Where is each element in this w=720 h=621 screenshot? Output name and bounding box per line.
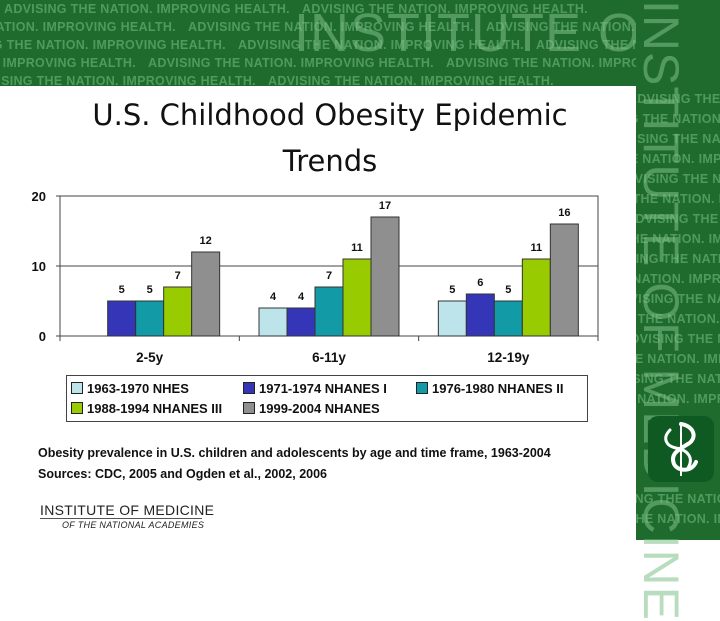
bar bbox=[258, 307, 288, 337]
y-tick-label: 20 bbox=[32, 189, 46, 204]
data-label: 6 bbox=[477, 277, 483, 289]
motto-text: ADVISING THE NATION. IMPROVING HEALTH. bbox=[302, 2, 588, 16]
legend-item: 1976-1980 NHANES II bbox=[416, 381, 564, 396]
x-tick-label: 2-5y bbox=[136, 350, 164, 365]
slide-title-line1: U.S. Childhood Obesity Epidemic bbox=[92, 98, 568, 132]
motto-text: ADVISING THE NATION. IMPROVING HEALTH. bbox=[636, 212, 720, 226]
data-label: 11 bbox=[531, 242, 543, 254]
motto-text: ADVISING THE NATION. IMPROVING HEALTH. bbox=[0, 56, 136, 70]
motto-text: ADVISING THE NATION. IMPROVING HEALTH. bbox=[148, 56, 434, 70]
legend-label: 1999-2004 NHANES bbox=[259, 401, 380, 416]
motto-text: ADVISING THE NATION. IMPROVING HEALTH. bbox=[0, 20, 176, 34]
legend-swatch-icon bbox=[71, 382, 83, 394]
data-label: 7 bbox=[326, 270, 332, 282]
data-label: 5 bbox=[147, 284, 153, 296]
bar bbox=[163, 286, 193, 337]
iom-logo-icon bbox=[648, 416, 714, 482]
motto-text: ADVISING THE NATION. IMPROVING HEALTH. bbox=[636, 152, 720, 166]
motto-text: ADVISING THE NATION. IMPROVING HEALTH. bbox=[636, 172, 720, 186]
legend-label: 1988-1994 NHANES III bbox=[87, 401, 223, 416]
legend-label: 1976-1980 NHANES II bbox=[432, 381, 564, 396]
legend-swatch-icon bbox=[243, 402, 255, 414]
motto-text: ADVISING THE NATION. IMPROVING HEALTH. bbox=[636, 312, 720, 326]
legend-swatch-icon bbox=[416, 382, 428, 394]
slide-title: U.S. Childhood Obesity Epidemic Trends bbox=[60, 92, 600, 184]
data-label: 5 bbox=[505, 284, 511, 296]
data-label: 17 bbox=[379, 200, 391, 212]
legend-item: 1971-1974 NHANES I bbox=[243, 381, 387, 396]
motto-text: ADVISING THE NATION. IMPROVING HEALTH. bbox=[636, 392, 720, 406]
footer-divider bbox=[40, 518, 202, 519]
legend-item: 1988-1994 NHANES III bbox=[71, 401, 222, 416]
bar bbox=[191, 251, 221, 337]
bar bbox=[465, 293, 495, 337]
footer-org-subtitle: OF THE NATIONAL ACADEMIES bbox=[62, 520, 205, 530]
motto-text: ADVISING THE NATION. IMPROVING HEALTH. bbox=[636, 192, 720, 206]
legend-item: 1999-2004 NHANES bbox=[243, 401, 380, 416]
bar bbox=[107, 300, 137, 337]
motto-text: ADVISING THE NATION. IMPROVING HEALTH. bbox=[4, 2, 290, 16]
header-band: ADVISING THE NATION. IMPROVING HEALTH. A… bbox=[0, 0, 720, 86]
data-label: 16 bbox=[558, 207, 570, 219]
motto-text: ADVISING THE NATION. IMPROVING HEALTH. bbox=[636, 512, 720, 526]
legend-swatch-icon bbox=[71, 402, 83, 414]
caption-description: Obesity prevalence in U.S. children and … bbox=[38, 446, 551, 460]
legend-label: 1971-1974 NHANES I bbox=[259, 381, 387, 396]
motto-text: ADVISING THE NATION. IMPROVING HEALTH. bbox=[0, 74, 256, 86]
motto-text: ADVISING THE NATION. IMPROVING HEALTH. bbox=[0, 38, 226, 52]
bar-chart: 0 10 20 5 5 7 12 2-5y 4 4 7 11 17 6-11y 5 6 5 11 16 12-19y bbox=[32, 189, 599, 365]
footer-org-name: INSTITUTE OF MEDICINE bbox=[40, 502, 215, 518]
motto-text: ADVISING THE NATION. IMPROVING HEALTH. bbox=[636, 272, 720, 286]
y-tick-label: 0 bbox=[39, 329, 46, 344]
data-label: 12 bbox=[200, 235, 212, 247]
chart-legend: 1963-1970 NHES 1971-1974 NHANES I 1976-1… bbox=[66, 375, 588, 422]
data-label: 5 bbox=[449, 284, 455, 296]
data-label: 4 bbox=[270, 291, 277, 303]
bar bbox=[135, 300, 165, 337]
data-label: 4 bbox=[298, 291, 305, 303]
motto-text: ADVISING THE NATION. IMPROVING HEALTH. bbox=[636, 232, 720, 246]
motto-text: ADVISING THE NATION. IMPROVING HEALTH. bbox=[636, 112, 720, 126]
org-watermark-vertical: INSTITUTE OF MEDICINE bbox=[633, 0, 689, 621]
x-tick-label: 12-19y bbox=[487, 350, 530, 365]
motto-text: ADVISING THE NATION. IMPROVING HEALTH. bbox=[238, 38, 524, 52]
motto-text: ADVISING THE NATION. IMPROVING HEALTH. bbox=[636, 492, 720, 506]
motto-text: ADVISING THE NATION. IMPROVING HEALTH. bbox=[636, 252, 720, 266]
motto-text: ADVISING THE NATION. IMPROVING HEALTH. bbox=[188, 20, 474, 34]
bar bbox=[549, 223, 579, 337]
bar bbox=[493, 300, 523, 337]
motto-text: ADVISING THE NATION. IMPROVING HEALTH. bbox=[268, 74, 554, 86]
bar bbox=[314, 286, 344, 337]
caption-sources: Sources: CDC, 2005 and Ogden et al., 200… bbox=[38, 467, 328, 481]
data-label: 5 bbox=[119, 284, 125, 296]
bar bbox=[342, 258, 372, 337]
y-tick-label: 10 bbox=[32, 259, 46, 274]
bar bbox=[437, 300, 467, 337]
bar bbox=[286, 307, 316, 337]
data-label: 11 bbox=[351, 242, 363, 254]
motto-text: ADVISING THE NATION. IMPROVING HEALTH. bbox=[636, 292, 720, 306]
motto-text: ADVISING THE NATION. IMPROVING HEALTH. bbox=[636, 352, 720, 366]
bar bbox=[370, 216, 400, 337]
motto-text: ADVISING THE NATION. IMPROVING HEALTH. bbox=[636, 372, 720, 386]
motto-text: ADVISING THE NATION. IMPROVING HEALTH. bbox=[636, 92, 720, 106]
x-tick-label: 6-11y bbox=[312, 350, 346, 365]
slide-title-line2: Trends bbox=[282, 144, 378, 178]
legend-label: 1963-1970 NHES bbox=[87, 381, 189, 396]
motto-text: ADVISING THE NATION. IMPROVING HEALTH. bbox=[636, 132, 720, 146]
legend-swatch-icon bbox=[243, 382, 255, 394]
motto-text: ADVISING THE NATION. IMPROVING HEALTH. bbox=[636, 332, 720, 346]
bar bbox=[521, 258, 551, 337]
data-label: 7 bbox=[175, 270, 181, 282]
legend-item: 1963-1970 NHES bbox=[71, 381, 189, 396]
